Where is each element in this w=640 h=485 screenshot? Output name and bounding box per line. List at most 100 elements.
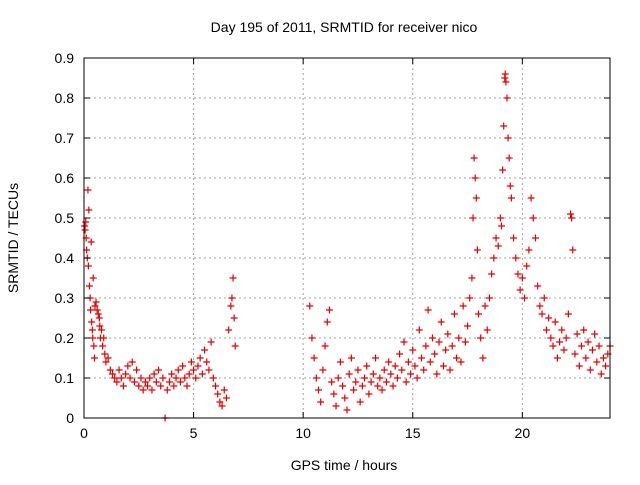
data-point — [152, 378, 160, 386]
data-point — [464, 322, 472, 330]
data-point — [87, 238, 95, 246]
data-point — [481, 302, 489, 310]
data-point — [325, 306, 333, 314]
data-point — [157, 382, 165, 390]
data-point — [468, 274, 476, 282]
data-point — [553, 354, 561, 362]
data-point — [352, 378, 360, 386]
data-point — [382, 378, 390, 386]
data-point — [339, 382, 347, 390]
data-point — [95, 314, 103, 322]
data-point — [380, 366, 388, 374]
data-point — [593, 358, 601, 366]
data-point — [176, 378, 184, 386]
y-tick-label: 0.3 — [55, 290, 75, 306]
data-point — [560, 346, 568, 354]
data-point — [159, 374, 167, 382]
data-point — [345, 370, 353, 378]
data-point — [549, 342, 557, 350]
data-point — [599, 354, 607, 362]
data-point — [512, 254, 520, 262]
data-point — [310, 354, 318, 362]
data-point — [135, 382, 143, 390]
data-point — [100, 334, 108, 342]
x-tick-label: 5 — [190, 425, 198, 441]
data-point — [588, 346, 596, 354]
data-point — [315, 386, 323, 394]
data-point — [317, 398, 325, 406]
data-point — [503, 94, 511, 102]
data-point — [209, 374, 217, 382]
data-point — [496, 214, 504, 222]
data-point — [91, 354, 99, 362]
data-point — [556, 338, 564, 346]
data-point — [473, 246, 481, 254]
data-point — [170, 382, 178, 390]
data-point — [453, 354, 461, 362]
data-point — [420, 366, 428, 374]
data-point — [455, 334, 463, 342]
data-point — [85, 206, 93, 214]
data-point — [494, 242, 502, 250]
data-point — [174, 366, 182, 374]
data-point — [187, 358, 195, 366]
data-point — [562, 334, 570, 342]
data-point — [312, 374, 320, 382]
data-point — [437, 318, 445, 326]
data-point — [510, 234, 518, 242]
data-point — [231, 342, 239, 350]
data-point — [137, 374, 145, 382]
data-point — [113, 378, 121, 386]
data-point — [201, 346, 209, 354]
data-point — [117, 374, 125, 382]
data-point — [450, 310, 458, 318]
data-point — [341, 394, 349, 402]
data-point — [591, 330, 599, 338]
data-point — [435, 338, 443, 346]
data-point — [582, 354, 590, 362]
data-point — [516, 286, 524, 294]
data-point — [108, 370, 116, 378]
data-point — [365, 390, 373, 398]
data-point — [461, 338, 469, 346]
data-point — [504, 134, 512, 142]
data-point — [540, 294, 548, 302]
data-point — [371, 354, 379, 362]
data-point — [124, 362, 132, 370]
data-point — [418, 354, 426, 362]
data-point — [466, 294, 474, 302]
data-point — [398, 366, 406, 374]
data-point — [477, 334, 485, 342]
data-point — [507, 194, 515, 202]
data-point — [220, 386, 228, 394]
data-point — [472, 194, 480, 202]
data-point — [130, 378, 138, 386]
data-point — [442, 346, 450, 354]
data-point — [214, 390, 222, 398]
data-point — [111, 374, 119, 382]
data-point — [181, 374, 189, 382]
data-point — [422, 342, 430, 350]
data-point — [547, 334, 555, 342]
data-point — [227, 302, 235, 310]
data-point — [498, 222, 506, 230]
data-point — [483, 326, 491, 334]
data-point — [319, 366, 327, 374]
data-point — [506, 182, 514, 190]
data-point — [431, 350, 439, 358]
data-point — [96, 322, 104, 330]
data-point — [99, 342, 107, 350]
data-point — [308, 334, 316, 342]
data-point — [225, 326, 233, 334]
data-point — [205, 366, 213, 374]
data-point — [328, 378, 336, 386]
data-point — [347, 354, 355, 362]
data-point — [597, 370, 605, 378]
data-point — [106, 366, 114, 374]
y-tick-label: 0.5 — [55, 210, 75, 226]
data-point — [523, 262, 531, 270]
data-point — [409, 346, 417, 354]
data-point — [85, 282, 93, 290]
data-point — [128, 358, 136, 366]
data-point — [207, 338, 215, 346]
